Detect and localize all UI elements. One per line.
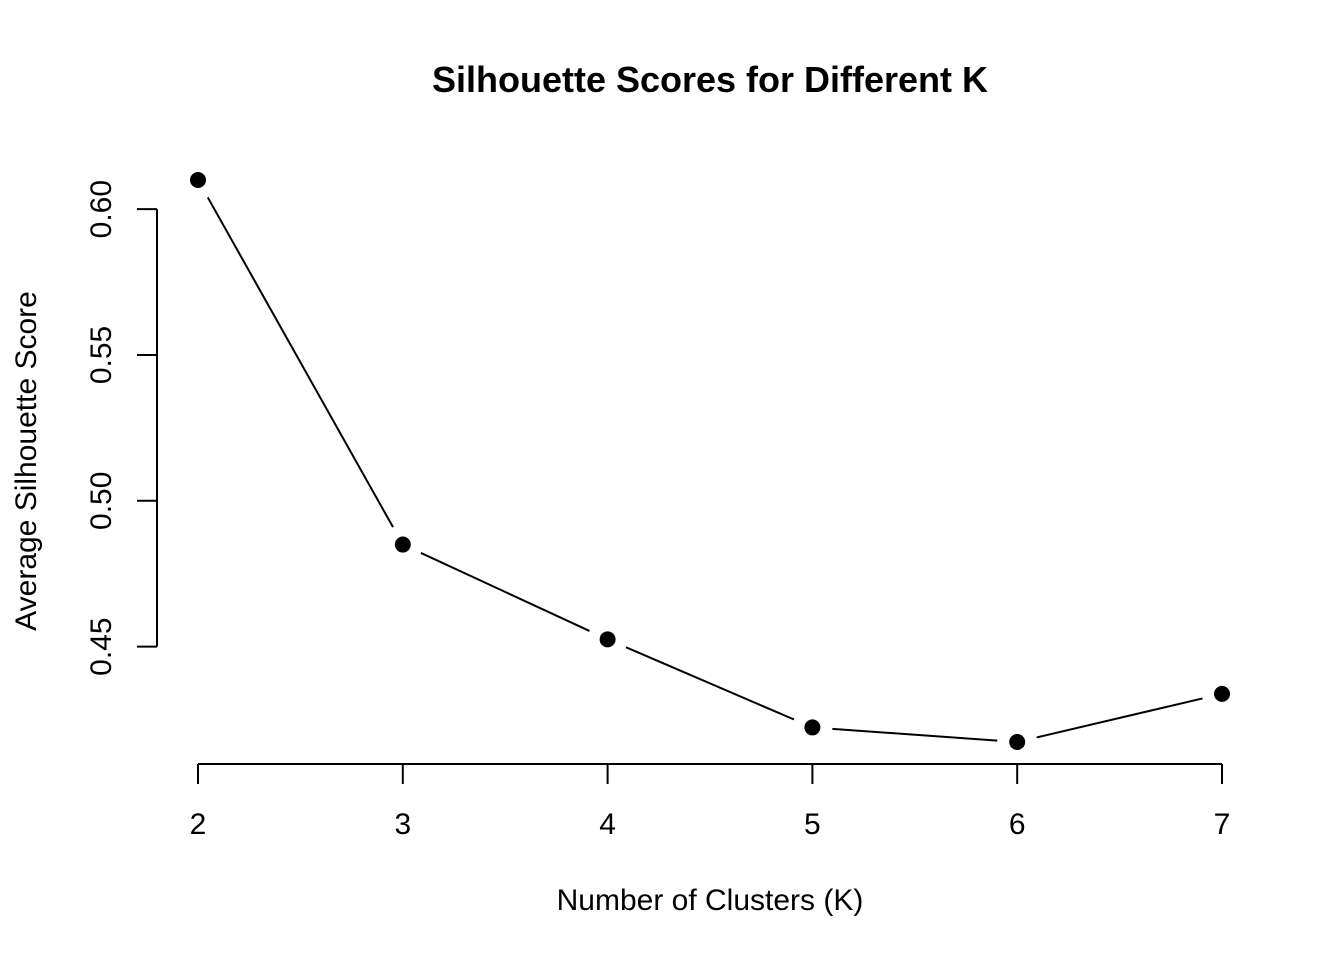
line-segment — [832, 727, 998, 742]
line-segment — [1036, 697, 1203, 739]
data-point — [804, 719, 821, 736]
x-tick-label: 5 — [804, 808, 821, 841]
x-tick-label: 4 — [599, 808, 616, 841]
y-tick-label: 0.60 — [85, 180, 118, 238]
chart-title: Silhouette Scores for Different K — [432, 59, 988, 100]
data-point — [599, 631, 616, 648]
x-tick-label: 2 — [190, 808, 207, 841]
data-point — [1009, 734, 1026, 750]
y-tick-label: 0.55 — [85, 326, 118, 384]
series-points — [190, 172, 1230, 750]
y-tick-label: 0.45 — [85, 617, 118, 675]
data-point — [190, 172, 206, 188]
x-tick-label: 6 — [1009, 808, 1026, 841]
data-point — [394, 536, 411, 553]
x-tick-label: 7 — [1214, 808, 1231, 841]
data-point — [1214, 685, 1230, 702]
y-axis: 0.45 0.50 0.55 0.60 — [85, 180, 158, 676]
line-segment — [420, 552, 590, 632]
y-tick-label: 0.50 — [85, 472, 118, 530]
x-axis: 2 3 4 5 6 7 — [190, 763, 1231, 841]
x-axis-title: Number of Clusters (K) — [557, 884, 864, 917]
y-axis-title: Average Silhouette Score — [10, 291, 43, 631]
line-segment — [206, 196, 394, 528]
x-tick-label: 3 — [394, 808, 411, 841]
line-segment — [625, 646, 795, 721]
series-line — [206, 196, 1203, 742]
